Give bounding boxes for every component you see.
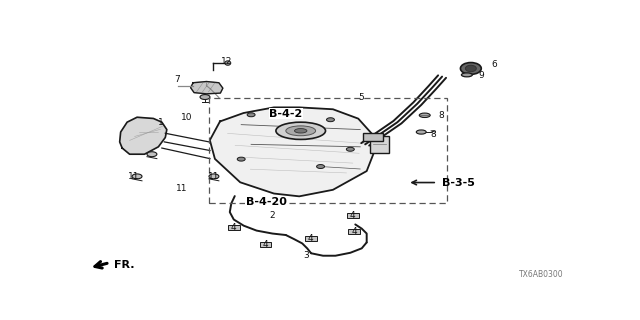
Bar [305, 236, 317, 241]
Ellipse shape [461, 73, 472, 77]
Bar [260, 242, 271, 247]
Ellipse shape [277, 113, 285, 117]
Text: 11: 11 [208, 172, 220, 181]
Ellipse shape [147, 152, 157, 157]
Text: 4: 4 [308, 234, 314, 243]
Text: B-4-2: B-4-2 [269, 108, 303, 118]
Ellipse shape [286, 126, 316, 136]
Text: B-4-20: B-4-20 [246, 197, 287, 207]
Polygon shape [191, 82, 223, 94]
Text: 1: 1 [157, 118, 163, 127]
Text: 7: 7 [174, 75, 180, 84]
Text: 5: 5 [358, 92, 364, 101]
Ellipse shape [294, 129, 307, 133]
Ellipse shape [416, 130, 426, 134]
Ellipse shape [276, 122, 326, 140]
Bar [348, 229, 360, 234]
Polygon shape [120, 117, 167, 154]
Text: 12: 12 [221, 57, 232, 66]
Text: FR.: FR. [114, 260, 134, 270]
Text: 8: 8 [430, 130, 436, 139]
Text: 4: 4 [262, 240, 268, 249]
Text: 11: 11 [128, 172, 140, 181]
Ellipse shape [317, 164, 324, 169]
Bar [209, 98, 447, 204]
Text: 6: 6 [492, 60, 497, 69]
Ellipse shape [346, 147, 355, 151]
Text: 9: 9 [478, 71, 484, 80]
Ellipse shape [419, 113, 430, 117]
Polygon shape [210, 108, 375, 196]
Text: 3: 3 [303, 251, 308, 260]
Ellipse shape [237, 157, 245, 161]
Text: TX6AB0300: TX6AB0300 [519, 270, 564, 279]
Text: 4: 4 [350, 211, 356, 220]
Ellipse shape [247, 113, 255, 117]
Ellipse shape [200, 95, 210, 100]
Ellipse shape [209, 174, 219, 179]
Bar [347, 213, 359, 218]
Text: 11: 11 [176, 184, 188, 193]
Text: 2: 2 [269, 211, 275, 220]
Text: 4: 4 [351, 227, 357, 236]
Text: 8: 8 [438, 111, 444, 120]
Ellipse shape [460, 62, 481, 74]
Text: 4: 4 [231, 223, 237, 232]
Text: B-3-5: B-3-5 [442, 178, 475, 188]
Ellipse shape [326, 118, 335, 122]
Bar [228, 225, 240, 230]
Bar [370, 136, 389, 153]
Ellipse shape [225, 61, 231, 65]
Bar [363, 132, 383, 141]
Ellipse shape [132, 174, 142, 179]
Text: 10: 10 [181, 113, 193, 122]
Ellipse shape [465, 65, 476, 72]
